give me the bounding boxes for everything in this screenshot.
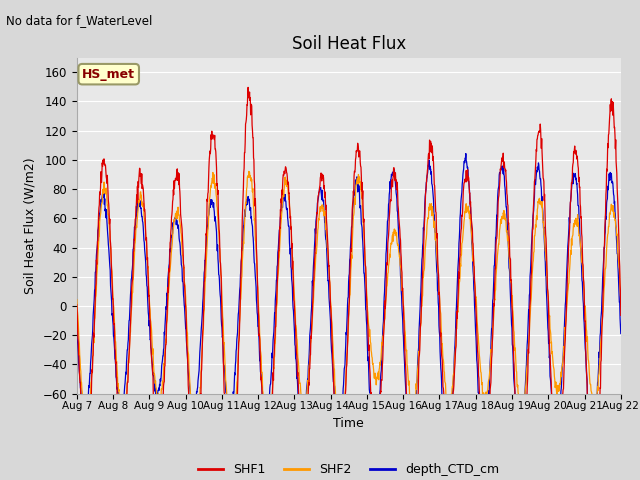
X-axis label: Time: Time: [333, 417, 364, 430]
Title: Soil Heat Flux: Soil Heat Flux: [292, 35, 406, 53]
Text: No data for f_WaterLevel: No data for f_WaterLevel: [6, 14, 153, 27]
Text: HS_met: HS_met: [82, 68, 135, 81]
Legend: SHF1, SHF2, depth_CTD_cm: SHF1, SHF2, depth_CTD_cm: [193, 458, 504, 480]
Y-axis label: Soil Heat Flux (W/m2): Soil Heat Flux (W/m2): [24, 157, 36, 294]
